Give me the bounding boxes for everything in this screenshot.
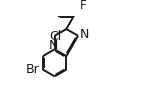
- Text: Br: Br: [26, 63, 39, 76]
- Text: Cl: Cl: [49, 30, 62, 43]
- Text: F: F: [80, 0, 87, 12]
- Text: N: N: [80, 28, 90, 41]
- Text: N: N: [49, 39, 58, 52]
